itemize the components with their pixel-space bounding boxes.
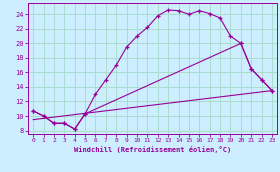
X-axis label: Windchill (Refroidissement éolien,°C): Windchill (Refroidissement éolien,°C) [74, 146, 231, 153]
